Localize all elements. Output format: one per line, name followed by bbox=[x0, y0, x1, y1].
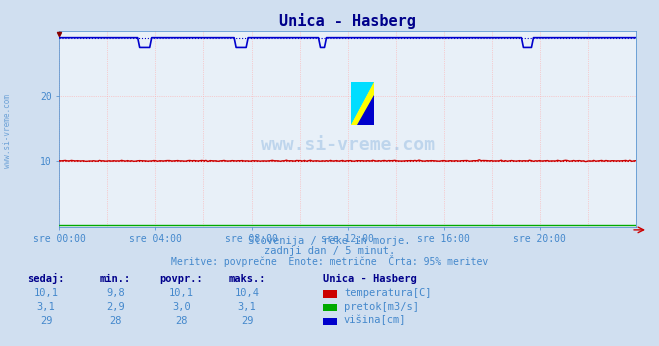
Text: 3,0: 3,0 bbox=[172, 302, 190, 312]
Text: Meritve: povprečne  Enote: metrične  Črta: 95% meritev: Meritve: povprečne Enote: metrične Črta:… bbox=[171, 255, 488, 267]
Text: sedaj:: sedaj: bbox=[28, 273, 65, 284]
Text: temperatura[C]: temperatura[C] bbox=[344, 288, 432, 298]
Text: zadnji dan / 5 minut.: zadnji dan / 5 minut. bbox=[264, 246, 395, 256]
Title: Unica - Hasberg: Unica - Hasberg bbox=[279, 12, 416, 29]
Text: min.:: min.: bbox=[100, 274, 131, 284]
Text: višina[cm]: višina[cm] bbox=[344, 315, 407, 326]
Text: maks.:: maks.: bbox=[229, 274, 266, 284]
Text: pretok[m3/s]: pretok[m3/s] bbox=[344, 302, 419, 312]
Text: Slovenija / reke in morje.: Slovenija / reke in morje. bbox=[248, 236, 411, 246]
Text: 28: 28 bbox=[175, 316, 187, 326]
Text: Unica - Hasberg: Unica - Hasberg bbox=[323, 274, 416, 284]
Text: 3,1: 3,1 bbox=[37, 302, 55, 312]
Text: 3,1: 3,1 bbox=[238, 302, 256, 312]
Text: 10,1: 10,1 bbox=[34, 288, 59, 298]
Text: 9,8: 9,8 bbox=[106, 288, 125, 298]
Text: 10,1: 10,1 bbox=[169, 288, 194, 298]
Text: 10,4: 10,4 bbox=[235, 288, 260, 298]
Text: 28: 28 bbox=[109, 316, 121, 326]
Text: povpr.:: povpr.: bbox=[159, 274, 203, 284]
Text: 2,9: 2,9 bbox=[106, 302, 125, 312]
Text: 29: 29 bbox=[40, 316, 52, 326]
Text: www.si-vreme.com: www.si-vreme.com bbox=[260, 136, 435, 154]
Text: 29: 29 bbox=[241, 316, 253, 326]
Text: www.si-vreme.com: www.si-vreme.com bbox=[3, 94, 13, 169]
